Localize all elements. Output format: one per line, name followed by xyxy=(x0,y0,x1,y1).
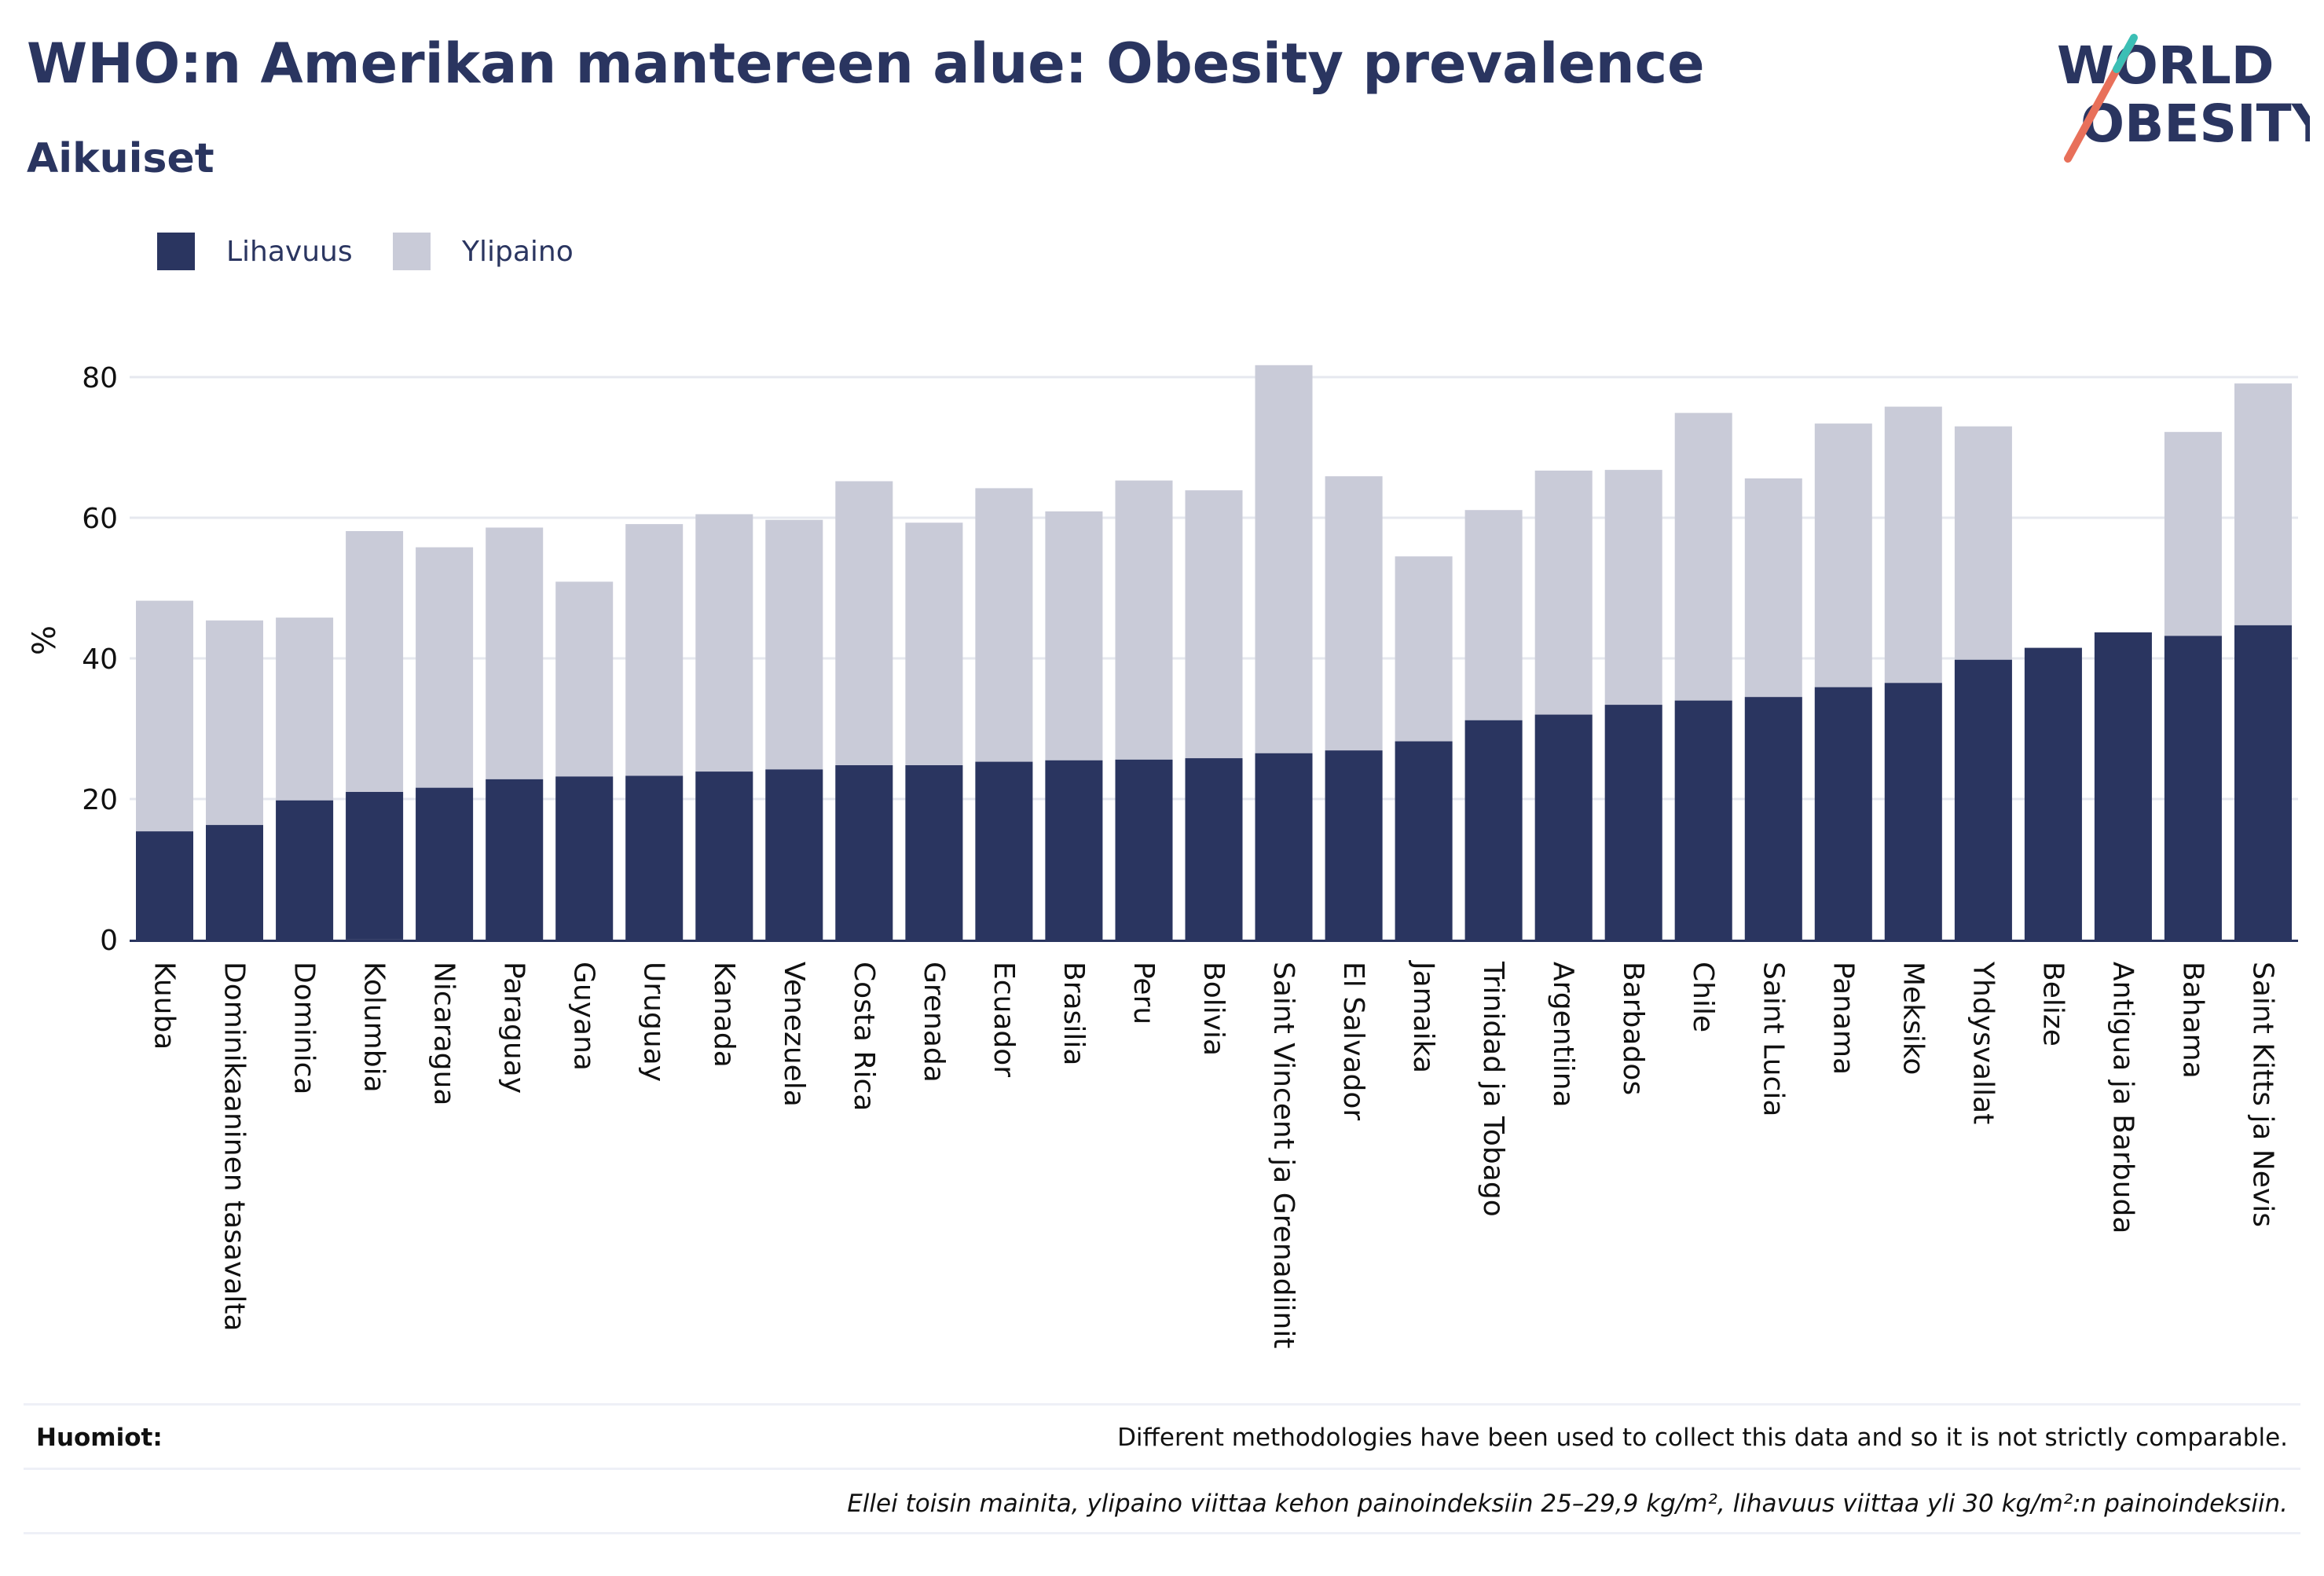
legend-label-lihavuus: Lihavuus xyxy=(226,235,353,268)
legend-item-lihavuus: Lihavuus xyxy=(157,233,353,270)
x-tick-label: Dominikaaninen tasavalta xyxy=(218,962,251,1332)
x-tick-label: Panama xyxy=(1827,962,1859,1075)
page-subtitle: Aikuiset xyxy=(27,135,214,182)
x-tick-label: Grenada xyxy=(918,962,950,1083)
x-tick-label: Ecuador xyxy=(988,962,1020,1077)
bar-lihavuus-26 xyxy=(1954,659,2012,940)
bar-lihavuus-7 xyxy=(625,775,684,940)
x-tick-label: Brasilia xyxy=(1058,962,1090,1065)
x-tick-label: Argentiina xyxy=(1547,962,1579,1108)
bar-chart: 0 20 40 60 80 Kuuba Dominikaaninen tasavalta D… xyxy=(27,362,2298,1349)
notes-label: Huomiot: xyxy=(36,1424,163,1452)
x-tick-label: Yhdysvallat xyxy=(1967,961,1999,1124)
bar-lihavuus-28 xyxy=(2094,632,2152,940)
x-tick-label: Uruguay xyxy=(638,962,670,1082)
bar-lihavuus-12 xyxy=(975,761,1033,940)
x-tick-label: Costa Rica xyxy=(848,962,880,1111)
bar-lihavuus-3 xyxy=(346,792,404,940)
x-tick-label: Guyana xyxy=(568,962,600,1071)
x-tick-label: Venezuela xyxy=(778,962,810,1107)
bar-lihavuus-10 xyxy=(835,765,893,940)
x-tick-label: Meksiko xyxy=(1897,962,1929,1075)
x-axis-labels: Kuuba Dominikaaninen tasavalta Dominica Kol… xyxy=(148,960,2279,1349)
definition-footnote: Ellei toisin mainita, ylipaino viittaa k… xyxy=(847,1490,2288,1518)
notes-top-rule xyxy=(24,1403,2300,1406)
x-tick-label: Belize xyxy=(2036,962,2069,1046)
x-tick-label: Bahama xyxy=(2177,962,2209,1079)
bar-lihavuus-6 xyxy=(555,776,614,940)
notes-middle-rule xyxy=(24,1468,2300,1470)
bar-lihavuus-27 xyxy=(2024,647,2082,940)
y-axis-title: % xyxy=(27,625,63,655)
bar-lihavuus-8 xyxy=(695,772,753,940)
bar-lihavuus-15 xyxy=(1185,758,1243,940)
x-tick-label: Dominica xyxy=(288,962,321,1095)
bar-lihavuus-0 xyxy=(136,831,193,940)
bar-lihavuus-24 xyxy=(1814,687,1872,940)
legend-swatch-ylipaino xyxy=(393,233,431,270)
bar-lihavuus-21 xyxy=(1604,705,1662,940)
x-tick-label: Chile xyxy=(1687,962,1719,1032)
notes-bottom-rule xyxy=(24,1532,2300,1534)
bar-lihavuus-9 xyxy=(765,769,823,940)
bar-lihavuus-19 xyxy=(1464,720,1523,940)
logo-line2: OBESITY xyxy=(2080,93,2310,154)
bar-lihavuus-14 xyxy=(1115,759,1173,940)
bar-lihavuus-30 xyxy=(2234,625,2292,940)
x-tick-label: El Salvador xyxy=(1337,962,1369,1120)
y-axis-ticks: 0 20 40 60 80 xyxy=(82,362,118,957)
bar-lihavuus-22 xyxy=(1674,700,1732,940)
x-tick-label: Peru xyxy=(1127,962,1160,1024)
x-tick-label: Bolivia xyxy=(1197,962,1230,1056)
bar-lihavuus-2 xyxy=(276,800,334,940)
world-obesity-logo: WORLD OBESITY xyxy=(2057,34,2310,163)
y-tick-label: 20 xyxy=(82,784,118,816)
y-tick-label: 80 xyxy=(82,362,118,394)
legend-swatch-lihavuus xyxy=(157,233,195,270)
bar-lihavuus-16 xyxy=(1255,753,1313,940)
x-tick-label: Antigua ja Barbuda xyxy=(2106,962,2139,1233)
x-tick-label: Kolumbia xyxy=(358,962,390,1093)
x-tick-label: Kanada xyxy=(708,962,740,1068)
x-tick-label: Kuuba xyxy=(148,962,181,1050)
bar-lihavuus-11 xyxy=(905,765,963,940)
bar-lihavuus-17 xyxy=(1325,750,1383,940)
x-tick-label: Saint Vincent ja Grenadiinit xyxy=(1267,962,1299,1349)
y-tick-label: 40 xyxy=(82,643,118,676)
x-tick-label: Barbados xyxy=(1617,962,1649,1095)
x-tick-label: Jamaika xyxy=(1407,960,1439,1073)
x-tick-label: Paraguay xyxy=(498,962,530,1094)
bar-lihavuus-29 xyxy=(2164,636,2222,940)
logo-slash-teal xyxy=(2113,34,2138,73)
y-tick-label: 60 xyxy=(82,503,118,535)
bar-lihavuus-1 xyxy=(206,825,263,940)
bar-lihavuus-23 xyxy=(1744,697,1802,940)
x-tick-label: Trinidad ja Tobago xyxy=(1477,961,1509,1217)
bar-lihavuus-18 xyxy=(1395,741,1453,940)
bar-lihavuus-25 xyxy=(1884,683,1942,940)
x-tick-label: Nicaragua xyxy=(428,962,460,1105)
bar-lihavuus-20 xyxy=(1534,714,1593,940)
bar-lihavuus-13 xyxy=(1045,760,1103,940)
bar-lihavuus-5 xyxy=(486,779,544,940)
logo-line1: WORLD xyxy=(2057,35,2275,96)
notes-text: Different methodologies have been used t… xyxy=(1117,1424,2288,1452)
page-title: WHO:n Amerikan mantereen alue: Obesity p… xyxy=(27,31,1705,96)
x-tick-label: Saint Kitts ja Nevis xyxy=(2247,962,2279,1227)
x-tick-label: Saint Lucia xyxy=(1757,962,1789,1116)
y-tick-label: 0 xyxy=(100,925,118,957)
bar-lihavuus-4 xyxy=(416,787,474,940)
legend-item-ylipaino: Ylipaino xyxy=(393,233,574,270)
legend-label-ylipaino: Ylipaino xyxy=(462,235,574,268)
chart-bars xyxy=(136,365,2292,940)
